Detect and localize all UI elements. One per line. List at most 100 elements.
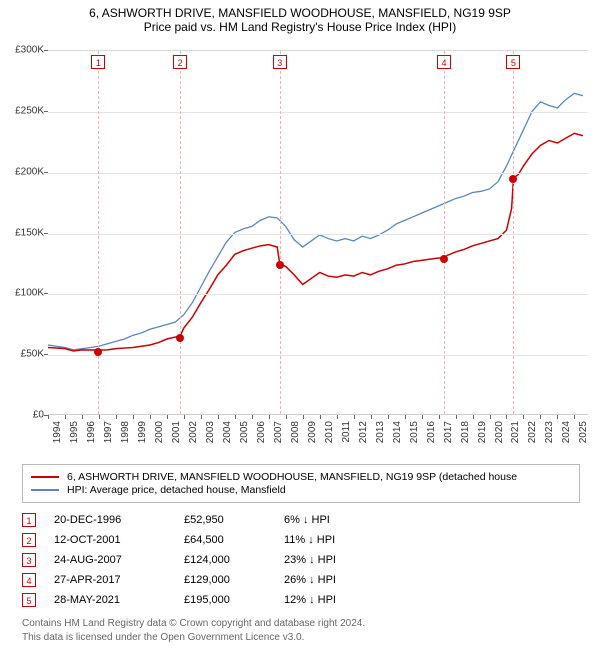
sales-price: £52,950 [184, 514, 284, 526]
x-tick-label: 2025 [578, 421, 589, 443]
gridline-h [48, 112, 588, 113]
x-tick-label: 2006 [256, 421, 267, 443]
sales-hpi: 11% ↓ HPI [284, 534, 580, 546]
x-tickmark [48, 415, 49, 419]
y-axis: £0£50K£100K£150K£200K£250K£300K [0, 50, 48, 415]
sales-row: 1 20-DEC-1996£52,9506% ↓ HPI [22, 510, 580, 530]
gridline-h [48, 173, 588, 174]
sales-date: 20-DEC-1996 [54, 514, 184, 526]
y-tick-label: £300K [15, 45, 44, 56]
marker-line [98, 51, 99, 414]
y-tick-label: £150K [15, 227, 44, 238]
legend-label-hpi: HPI: Average price, detached house, Mans… [67, 484, 286, 496]
sale-point-dot [440, 255, 448, 263]
x-tick-label: 2016 [426, 421, 437, 443]
gridline-h [48, 294, 588, 295]
x-tick-label: 1998 [120, 421, 131, 443]
footer-line1: Contains HM Land Registry data © Crown c… [22, 617, 365, 631]
sales-price: £129,000 [184, 574, 284, 586]
x-tick-label: 2007 [273, 421, 284, 443]
x-tick-label: 2014 [392, 421, 403, 443]
x-tickmark [167, 415, 168, 419]
x-tickmark [82, 415, 83, 419]
x-tickmark [456, 415, 457, 419]
x-axis: 1994199519961997199819992000200120022003… [48, 415, 588, 460]
x-tickmark [218, 415, 219, 419]
x-tick-label: 2018 [460, 421, 471, 443]
x-tickmark [405, 415, 406, 419]
hpi-line [48, 93, 583, 349]
x-tickmark [133, 415, 134, 419]
sales-row: 324-AUG-2007£124,00023% ↓ HPI [22, 550, 580, 570]
x-tick-label: 2001 [171, 421, 182, 443]
x-tickmark [523, 415, 524, 419]
x-tickmark [252, 415, 253, 419]
sales-price: £124,000 [184, 554, 284, 566]
x-tick-label: 2003 [205, 421, 216, 443]
x-tick-label: 2019 [477, 421, 488, 443]
x-tick-label: 2011 [341, 421, 352, 443]
gridline-h [48, 355, 588, 356]
sales-price: £195,000 [184, 594, 284, 606]
x-tickmark [422, 415, 423, 419]
y-tick-label: £250K [15, 105, 44, 116]
sales-row: 528-MAY-2021£195,00012% ↓ HPI [22, 590, 580, 610]
x-tick-label: 2017 [443, 421, 454, 443]
x-tickmark [150, 415, 151, 419]
marker-number-box: 2 [173, 55, 187, 69]
x-tick-label: 2024 [561, 421, 572, 443]
x-tick-label: 2013 [375, 421, 386, 443]
x-tick-label: 1996 [86, 421, 97, 443]
marker-line [280, 51, 281, 414]
x-tick-label: 1994 [52, 421, 63, 443]
sales-number-box: 1 [22, 513, 36, 527]
y-tick-label: £50K [21, 349, 44, 360]
sale-point-dot [276, 261, 284, 269]
x-tickmark [506, 415, 507, 419]
sales-date: 24-AUG-2007 [54, 554, 184, 566]
title-block: 6, ASHWORTH DRIVE, MANSFIELD WOODHOUSE, … [0, 0, 600, 38]
sale-point-dot [509, 175, 517, 183]
x-tick-label: 1997 [103, 421, 114, 443]
x-tickmark [490, 415, 491, 419]
x-tickmark [184, 415, 185, 419]
sales-hpi: 12% ↓ HPI [284, 594, 580, 606]
x-tickmark [99, 415, 100, 419]
marker-number-box: 4 [437, 55, 451, 69]
x-tick-label: 2008 [290, 421, 301, 443]
x-tick-label: 2020 [494, 421, 505, 443]
legend-box: 6, ASHWORTH DRIVE, MANSFIELD WOODHOUSE, … [22, 464, 580, 503]
x-tickmark [337, 415, 338, 419]
sales-number-box: 2 [22, 533, 36, 547]
x-tick-label: 2022 [527, 421, 538, 443]
x-tickmark [439, 415, 440, 419]
marker-line [513, 51, 514, 414]
y-tick-label: £100K [15, 288, 44, 299]
legend-row-property: 6, ASHWORTH DRIVE, MANSFIELD WOODHOUSE, … [31, 471, 571, 483]
x-tick-label: 1995 [69, 421, 80, 443]
x-tick-label: 2009 [307, 421, 318, 443]
sales-number-box: 5 [22, 593, 36, 607]
x-tick-label: 2002 [188, 421, 199, 443]
sales-row: 212-OCT-2001£64,50011% ↓ HPI [22, 530, 580, 550]
x-tickmark [574, 415, 575, 419]
marker-number-box: 3 [273, 55, 287, 69]
sales-hpi: 23% ↓ HPI [284, 554, 580, 566]
property-line [48, 133, 583, 351]
line-series-svg [48, 51, 588, 414]
x-tickmark [371, 415, 372, 419]
chart-plot-area: 12345 [48, 50, 588, 415]
title-address: 6, ASHWORTH DRIVE, MANSFIELD WOODHOUSE, … [10, 6, 590, 20]
sales-date: 27-APR-2017 [54, 574, 184, 586]
sales-row: 427-APR-2017£129,00026% ↓ HPI [22, 570, 580, 590]
sales-number-box: 4 [22, 573, 36, 587]
x-tickmark [473, 415, 474, 419]
x-tick-label: 2000 [154, 421, 165, 443]
title-subtitle: Price paid vs. HM Land Registry's House … [10, 20, 590, 34]
x-tick-label: 2004 [222, 421, 233, 443]
footer-attribution: Contains HM Land Registry data © Crown c… [22, 617, 365, 644]
x-tickmark [540, 415, 541, 419]
marker-line [444, 51, 445, 414]
legend-row-hpi: HPI: Average price, detached house, Mans… [31, 484, 571, 496]
sales-hpi: 6% ↓ HPI [284, 514, 580, 526]
